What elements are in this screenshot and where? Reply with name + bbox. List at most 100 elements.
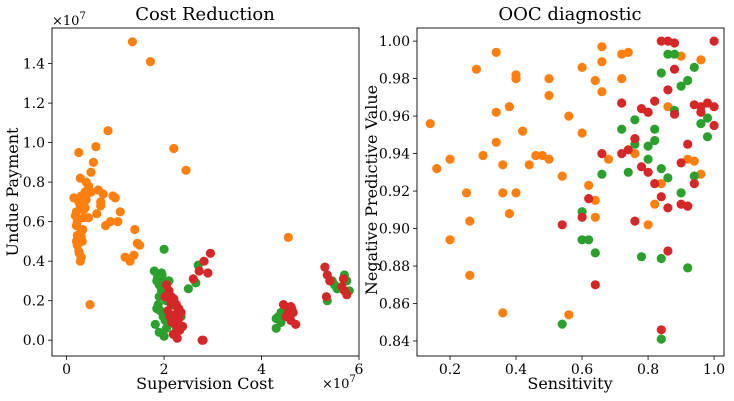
data-point-red bbox=[171, 309, 181, 320]
data-point-green bbox=[663, 173, 673, 183]
y-tick-label: 0.98 bbox=[379, 72, 410, 88]
data-point-red bbox=[287, 304, 297, 314]
data-point-orange bbox=[498, 308, 508, 318]
data-point-orange bbox=[88, 157, 98, 167]
y-tick-label: 0.90 bbox=[379, 222, 410, 238]
data-point-red bbox=[643, 167, 653, 177]
data-point-orange bbox=[127, 37, 137, 47]
data-point-red bbox=[676, 158, 686, 168]
data-point-orange bbox=[98, 189, 108, 199]
x-axis-exponent: ×107 bbox=[322, 374, 356, 392]
y-tick-label: 0.94 bbox=[379, 147, 410, 163]
data-point-orange bbox=[181, 165, 191, 175]
data-point-green bbox=[650, 135, 660, 146]
data-point-orange bbox=[689, 156, 699, 166]
x-tick-label: 0.4 bbox=[505, 362, 527, 378]
data-point-red bbox=[650, 96, 660, 106]
data-point-red bbox=[656, 36, 666, 46]
data-point-red bbox=[617, 98, 627, 108]
data-point-red bbox=[169, 294, 179, 304]
data-point-red bbox=[320, 262, 330, 272]
x-tick-label: 0.8 bbox=[637, 362, 659, 378]
x-axis-label: Supervision Cost bbox=[136, 374, 274, 393]
data-point-orange bbox=[564, 111, 574, 121]
data-point-red bbox=[198, 335, 208, 345]
plot-frame bbox=[51, 27, 360, 357]
data-point-green bbox=[557, 319, 567, 329]
data-point-orange bbox=[590, 75, 600, 86]
data-point-green bbox=[676, 81, 686, 91]
data-point-red bbox=[160, 292, 170, 302]
data-point-red bbox=[194, 266, 204, 276]
data-point-red bbox=[689, 179, 699, 189]
data-point-orange bbox=[169, 143, 179, 154]
y-tick-label: 0.2 bbox=[23, 294, 45, 310]
data-point-green bbox=[683, 75, 693, 86]
data-point-orange bbox=[74, 248, 84, 258]
data-point-red bbox=[656, 192, 666, 202]
data-point-red bbox=[643, 107, 653, 117]
data-point-orange bbox=[518, 126, 528, 136]
data-point-orange bbox=[478, 150, 488, 161]
data-point-orange bbox=[597, 57, 607, 67]
data-point-orange bbox=[504, 102, 514, 112]
data-point-orange bbox=[105, 217, 116, 227]
data-point-orange bbox=[511, 188, 521, 198]
data-point-orange bbox=[145, 57, 155, 67]
data-point-red bbox=[199, 256, 209, 266]
plot-frame bbox=[416, 27, 725, 357]
x-tick-label: 0 bbox=[62, 362, 71, 378]
data-point-green bbox=[617, 124, 627, 134]
data-point-red bbox=[342, 290, 352, 300]
data-point-orange bbox=[465, 216, 475, 226]
data-point-green bbox=[623, 167, 633, 177]
data-point-green bbox=[150, 319, 160, 329]
chart-title: Cost Reduction bbox=[135, 4, 275, 25]
data-point-orange bbox=[577, 62, 587, 72]
data-point-red bbox=[188, 274, 198, 284]
data-point-orange bbox=[577, 128, 587, 138]
data-point-red bbox=[669, 109, 680, 119]
data-point-green bbox=[702, 132, 713, 142]
data-point-green bbox=[696, 119, 706, 129]
x-axis-label: Sensitivity bbox=[527, 374, 612, 393]
data-point-orange bbox=[643, 220, 653, 230]
data-point-orange bbox=[74, 147, 84, 158]
data-point-red bbox=[590, 280, 600, 290]
x-tick-label: 0.2 bbox=[439, 362, 461, 378]
scatter-points bbox=[69, 37, 354, 345]
data-point-orange bbox=[650, 199, 660, 209]
data-point-orange bbox=[96, 201, 106, 211]
data-point-orange bbox=[544, 74, 554, 84]
data-point-green bbox=[577, 235, 587, 245]
data-point-green bbox=[159, 244, 169, 254]
cost-reduction-panel: Cost Reduction ×107 0.0 0.2 0.4 0.6 0.8 1.0 1.… bbox=[3, 4, 364, 393]
data-point-orange bbox=[78, 224, 88, 235]
y-tick-label: 0.88 bbox=[379, 259, 410, 275]
data-point-red bbox=[338, 274, 348, 284]
chart-title: OOC diagnostic bbox=[498, 4, 641, 25]
data-point-green bbox=[702, 113, 713, 123]
data-point-orange bbox=[504, 209, 514, 219]
data-point-orange bbox=[425, 119, 435, 129]
data-point-orange bbox=[617, 74, 627, 84]
y-tick-label: 0.84 bbox=[379, 334, 410, 350]
y-tick-label: 0.8 bbox=[23, 175, 45, 191]
data-point-green bbox=[683, 263, 693, 273]
data-point-red bbox=[584, 194, 594, 204]
data-point-red bbox=[636, 162, 647, 172]
data-point-red bbox=[663, 203, 673, 213]
data-point-red bbox=[669, 64, 680, 74]
data-point-orange bbox=[461, 188, 472, 198]
data-point-orange bbox=[471, 64, 481, 74]
y-axis-label: Negative Predictive Value bbox=[362, 85, 381, 295]
data-point-green bbox=[590, 248, 600, 258]
data-point-orange bbox=[132, 238, 142, 248]
data-point-orange bbox=[86, 187, 96, 197]
y-tick-label: 0.86 bbox=[379, 297, 410, 313]
data-point-orange bbox=[524, 160, 534, 170]
data-point-orange bbox=[465, 270, 475, 280]
x-tick-label: 4 bbox=[257, 362, 266, 378]
data-point-red bbox=[163, 306, 173, 316]
